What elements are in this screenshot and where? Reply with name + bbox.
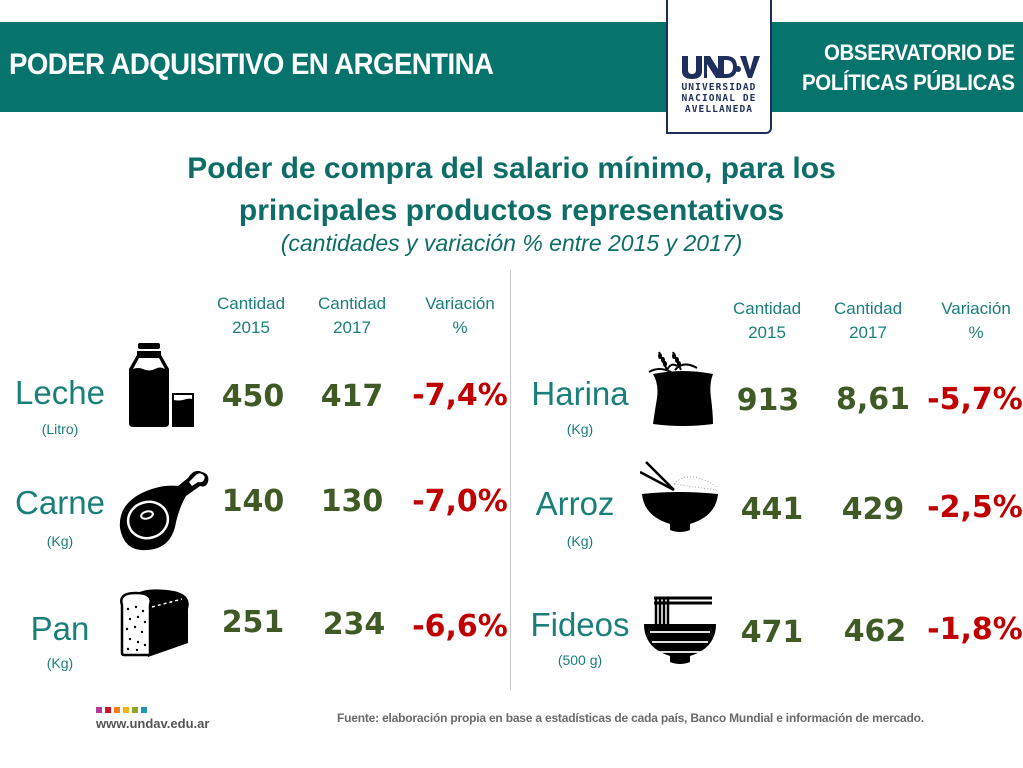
page-title: PODER ADQUISITIVO EN ARGENTINA <box>9 48 494 81</box>
rice-bowl-icon <box>640 461 718 532</box>
website-url[interactable]: www.undav.edu.ar <box>96 716 210 731</box>
ham-icon <box>119 470 209 551</box>
main-title-line-1: Poder de compra del salario mínimo, para… <box>187 152 836 185</box>
bread-icon <box>120 589 189 657</box>
product-name: Leche <box>15 374 105 411</box>
noodle-bowl-icon <box>644 596 716 664</box>
header-year: 2015 <box>232 318 270 337</box>
quantity-2017: 429 <box>841 492 905 527</box>
header-unit: % <box>968 323 984 342</box>
color-square <box>105 707 111 713</box>
header-year: 2015 <box>748 323 786 342</box>
column-divider <box>510 270 511 690</box>
logo-line-2: NACIONAL DE <box>681 93 757 104</box>
logo-text: UNIVERSIDAD NACIONAL DE AVELLANEDA <box>668 82 770 115</box>
observatory-label: OBSERVATORIO DE POLÍTICAS PÚBLICAS <box>802 38 1015 98</box>
header-label: Cantidad <box>732 299 802 318</box>
variation-percent: -7,4% <box>412 378 508 413</box>
source-note: Fuente: elaboración propia en base a est… <box>337 711 924 725</box>
header-label: Cantidad <box>317 294 387 313</box>
product-name: Arroz <box>535 485 615 522</box>
header-label: Variación <box>941 299 1011 318</box>
quantity-2015: 450 <box>221 379 285 414</box>
undav-logo: UNIVERSIDAD NACIONAL DE AVELLANEDA <box>666 0 772 134</box>
quantity-2017: 417 <box>320 379 384 414</box>
milk-bottle-icon <box>129 343 194 427</box>
product-name: Fideos <box>530 606 630 643</box>
quantity-2015: 251 <box>221 605 285 640</box>
header-variacion-right: Variación % <box>926 297 1023 345</box>
header-cantidad-2015-left: Cantidad 2015 <box>201 292 301 340</box>
variation-percent: -7,0% <box>412 484 508 519</box>
variation-percent: -6,6% <box>412 609 508 644</box>
flour-sack-icon <box>648 351 713 426</box>
product-unit: (Kg) <box>566 533 594 549</box>
header-cantidad-2015-right: Cantidad 2015 <box>717 297 817 345</box>
observatory-line-2: POLÍTICAS PÚBLICAS <box>802 70 1015 95</box>
header-label: Variación <box>425 294 495 313</box>
main-title-line-2: principales productos representativos <box>238 194 785 227</box>
quantity-2015: 913 <box>736 383 800 418</box>
product-unit: (500 g) <box>557 652 603 668</box>
subtitle: (cantidades y variación % entre 2015 y 2… <box>280 230 743 256</box>
quantity-2017: 462 <box>843 614 907 649</box>
header-year: 2017 <box>333 318 371 337</box>
brand-color-squares <box>96 707 147 713</box>
observatory-line-1: OBSERVATORIO DE <box>824 40 1015 65</box>
undav-logo-mark <box>682 56 760 79</box>
quantity-2017: 130 <box>320 484 384 519</box>
header-cantidad-2017-right: Cantidad 2017 <box>818 297 918 345</box>
header-unit: % <box>452 318 468 337</box>
product-unit: (Kg) <box>46 655 74 671</box>
product-unit: (Kg) <box>566 421 594 437</box>
header-variacion-left: Variación % <box>410 292 510 340</box>
color-square <box>141 707 147 713</box>
product-unit: (Kg) <box>46 533 74 549</box>
header-year: 2017 <box>849 323 887 342</box>
color-square <box>114 707 120 713</box>
variation-percent: -1,8% <box>927 612 1023 647</box>
logo-line-3: AVELLANEDA <box>684 104 754 115</box>
color-square <box>123 707 129 713</box>
product-name: Harina <box>531 375 629 412</box>
product-name: Carne <box>15 484 105 521</box>
quantity-2017: 8,61 <box>835 382 911 417</box>
quantity-2015: 140 <box>221 484 285 519</box>
variation-percent: -2,5% <box>927 490 1023 525</box>
color-square <box>96 707 102 713</box>
main-title: Poder de compra del salario mínimo, para… <box>0 148 1023 232</box>
color-square <box>132 707 138 713</box>
logo-line-1: UNIVERSIDAD <box>681 82 757 93</box>
header-label: Cantidad <box>833 299 903 318</box>
product-name: Pan <box>30 610 90 647</box>
quantity-2017: 234 <box>322 607 386 642</box>
product-unit: (Litro) <box>41 421 79 437</box>
quantity-2015: 441 <box>740 492 804 527</box>
header-label: Cantidad <box>216 294 286 313</box>
variation-percent: -5,7% <box>927 382 1023 417</box>
header-cantidad-2017-left: Cantidad 2017 <box>302 292 402 340</box>
header-banner <box>0 22 1023 112</box>
quantity-2015: 471 <box>740 615 804 650</box>
